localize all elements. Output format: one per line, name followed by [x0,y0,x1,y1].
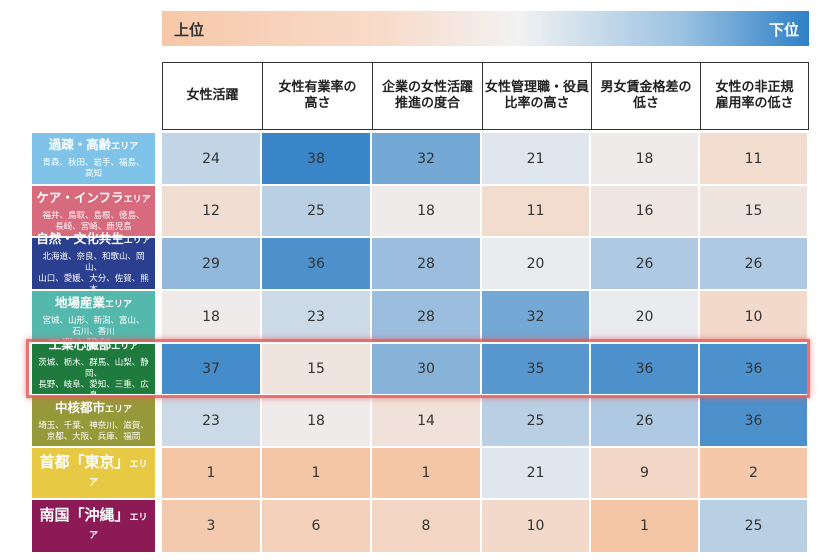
row-label-title: ケア・インフラエリア [36,190,151,208]
heatmap-cell: 26 [591,396,698,446]
row-label-title: 中核都市エリア [36,400,151,418]
heatmap-cell: 14 [372,396,480,446]
prefecture-list: 宮城、山形、新潟、富山、 石川、香川 [42,316,145,337]
heatmap-cell: 25 [262,186,370,236]
heatmap-cell: 24 [162,133,260,184]
area-name: ケア・インフラ [36,189,124,205]
heatmap-cell: 36 [700,396,807,446]
area-suffix: エリア [88,460,148,488]
prefecture-list: 福井、鳥取、島根、徳島、 長崎、宮崎、鹿児島 [42,210,145,232]
column-header: 女性の非正規 雇用率の低さ [700,62,809,130]
heatmap-cell: 16 [591,186,698,236]
heatmap-cell: 10 [482,500,589,552]
heatmap-cell: 28 [372,238,480,289]
rank-legend-bar: 上位 下位 [162,11,809,46]
area-name: 過疎・高齢 [48,137,112,152]
heatmap-cell: 20 [591,291,698,342]
column-header: 企業の女性活躍 推進の度合 [372,62,482,130]
row-label: 南国「沖縄」エリア [32,500,155,552]
heatmap-cell: 10 [700,291,807,342]
heatmap-cell: 18 [372,186,480,236]
heatmap-cell: 15 [700,186,807,236]
heatmap-cell: 25 [482,396,589,446]
heatmap-cell: 9 [591,448,698,498]
area-suffix: エリア [105,300,133,310]
heatmap-cell: 15 [262,344,370,394]
heatmap-cell: 36 [591,344,698,394]
area-name: 南国「沖縄」 [39,506,130,524]
row-label-title: 過疎・高齢エリア [36,137,151,155]
heatmap-cell: 35 [482,344,589,394]
row-label: 中核都市エリア埼玉、千葉、神奈川、滋賀、 京都、大阪、兵庫、福岡 [32,396,155,446]
area-suffix: エリア [105,404,133,415]
area-name: 自然・文化共生 [36,231,124,246]
heatmap-cell: 32 [372,133,480,184]
area-name: 中核都市 [54,399,105,415]
heatmap-cell: 26 [591,238,698,289]
area-name: 地場産業 [54,295,105,310]
heatmap-cell: 26 [700,238,807,289]
row-highlight-box [26,339,810,398]
heatmap-cell: 20 [482,238,589,289]
area-suffix: エリア [123,194,151,205]
heatmap-cell: 18 [262,396,370,446]
heatmap-cell: 2 [700,448,807,498]
heatmap-cell: 30 [372,344,480,394]
row-label-title: 自然・文化共生エリア [36,231,151,249]
heatmap-cell: 23 [262,291,370,342]
heatmap-cell: 1 [372,448,480,498]
heatmap-cell: 23 [162,396,260,446]
row-label: 首都「東京」エリア [32,448,155,498]
row-label-title: 南国「沖縄」エリア [36,508,151,544]
heatmap-cell: 11 [700,133,807,184]
row-label: 自然・文化共生エリア北海道、奈良、和歌山、岡山、 山口、愛媛、大分、佐賀、熊本 [32,231,155,295]
area-suffix: エリア [111,142,139,152]
heatmap-cell: 8 [372,500,480,552]
heatmap-cell: 21 [482,448,589,498]
row-label: 地場産業エリア 宮城、山形、新潟、富山、 石川、香川 [32,291,155,342]
heatmap-cell: 36 [262,238,370,289]
row-label: ケア・インフラエリア福井、鳥取、島根、徳島、 長崎、宮崎、鹿児島 [32,186,155,236]
row-label-title: 地場産業エリア [36,295,151,313]
column-header: 男女賃金格差の 低さ [591,62,700,130]
prefecture-list: 青森、秋田、岩手、福島、 高知 [42,158,145,179]
heatmap-cell: 38 [262,133,370,184]
heatmap-cell: 37 [162,344,260,394]
column-header: 女性有業率の 高さ [262,62,372,130]
row-label: 過疎・高齢エリア 青森、秋田、岩手、福島、 高知 [32,133,155,184]
heatmap-cell: 21 [482,133,589,184]
heatmap-cell: 29 [162,238,260,289]
heatmap-cell: 36 [700,344,807,394]
legend-bottom-label: 下位 [768,21,799,39]
heatmap-cell: 1 [591,500,698,552]
heatmap-cell: 28 [372,291,480,342]
heatmap-cell: 32 [482,291,589,342]
area-name: 首都「東京」 [39,453,130,471]
column-header: 女性活躍 [162,62,262,130]
heatmap-cell: 18 [162,291,260,342]
area-suffix: エリア [123,236,151,246]
heatmap-cell: 1 [262,448,370,498]
heatmap-cell: 11 [482,186,589,236]
heatmap-cell: 6 [262,500,370,552]
row-label-title: 首都「東京」エリア [36,455,151,491]
area-suffix: エリア [111,341,139,352]
heatmap-cell: 1 [162,448,260,498]
heatmap-cell: 25 [700,500,807,552]
legend-top-label: 上位 [174,21,205,39]
heatmap-cell: 18 [591,133,698,184]
column-header: 女性管理職・役員 比率の高さ [482,62,591,130]
prefecture-list: 埼玉、千葉、神奈川、滋賀、 京都、大阪、兵庫、福岡 [38,420,149,442]
area-suffix: エリア [88,513,148,541]
heatmap-cell: 12 [162,186,260,236]
prefecture-list: 北海道、奈良、和歌山、岡山、 山口、愛媛、大分、佐賀、熊本 [38,252,149,295]
heatmap-cell: 3 [162,500,260,552]
